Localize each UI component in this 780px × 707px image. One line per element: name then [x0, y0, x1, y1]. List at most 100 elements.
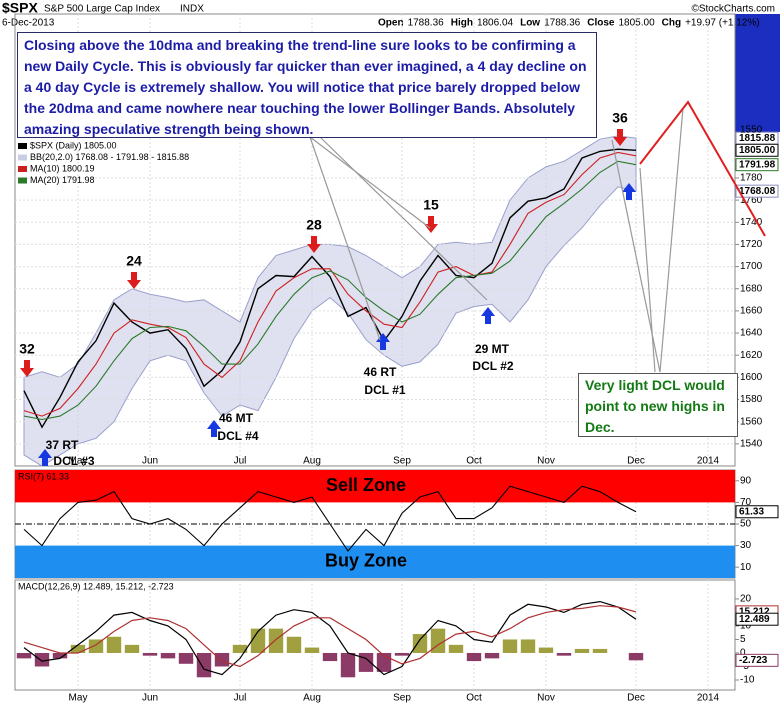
y-tick-label: 0: [740, 648, 746, 659]
histogram-bar: [340, 652, 356, 678]
zone-label: Sell Zone: [326, 475, 406, 495]
pointer-line: [309, 136, 381, 341]
value-tag: [735, 612, 779, 626]
cycle-low-arrow: [207, 420, 221, 437]
legend-label: MA(20) 1791.98: [30, 175, 95, 185]
exchange: INDX: [180, 4, 204, 15]
y-tick-label: 1560: [740, 416, 763, 427]
x-tick-label: Sep: [393, 693, 411, 704]
value-tag-label: 15.212: [739, 607, 770, 618]
histogram-bar: [520, 639, 536, 653]
x-tick-label: Nov: [537, 693, 555, 704]
zone: [15, 470, 735, 503]
y-tick-label: 30: [740, 540, 752, 551]
macd-title: MACD(12,26,9) 12.489, 15.212, -2.723: [18, 581, 174, 591]
y-tick-label: 1640: [740, 328, 763, 339]
x-tick-label: Aug: [303, 693, 321, 704]
quote-value: 1788.36: [408, 18, 445, 29]
cycle-low-label: 46 MT: [219, 411, 254, 425]
value-tag-label: 1768.08: [739, 186, 776, 197]
value-tag: [735, 505, 779, 519]
histogram-bar: [160, 652, 176, 659]
histogram-bar: [448, 644, 464, 653]
zone: [15, 545, 735, 578]
price-line: [23, 148, 637, 429]
legend-swatch: [18, 143, 27, 149]
cycle-top-label: 36: [612, 110, 628, 126]
histogram-bar: [394, 652, 410, 656]
x-tick-label: Jun: [142, 456, 158, 467]
value-tag-label: 61.33: [739, 506, 764, 517]
legend-label: BB(20,2.0) 1768.08 - 1791.98 - 1815.88: [30, 152, 189, 162]
pointer-line: [639, 167, 656, 373]
y-tick-label: 1720: [740, 239, 763, 250]
histogram-bar: [268, 628, 284, 653]
bollinger-band: [23, 135, 637, 467]
value-tag-label: 1791.98: [739, 159, 776, 170]
cycle-top-label: 24: [126, 253, 142, 269]
histogram-bar: [214, 652, 230, 667]
macd-line: [23, 600, 637, 676]
quote-label: Open: [378, 18, 404, 29]
histogram-bar: [196, 652, 212, 678]
value-tag: [735, 653, 779, 667]
histogram-bar: [52, 652, 68, 659]
quote-label: High: [451, 18, 473, 29]
legend-label: $SPX (Daily) 1805.00: [30, 140, 117, 150]
legend-swatch: [18, 177, 27, 184]
cycle-top-arrow: [307, 236, 321, 253]
cycle-low-label: 29 MT: [475, 342, 510, 356]
x-tick-label: May: [69, 456, 88, 467]
cycle-top-label: 15: [423, 197, 439, 213]
x-tick-label: Jul: [234, 456, 247, 467]
value-tag-label: 1815.88: [739, 133, 776, 144]
rsi-line: [23, 485, 637, 552]
histogram-bar: [574, 648, 590, 653]
x-tick-label: Oct: [466, 456, 482, 467]
cycle-low-label: 37 RT: [46, 438, 79, 452]
cycle-top-label: 28: [306, 217, 322, 233]
side-panel: [735, 14, 780, 132]
y-tick-label: 70: [740, 497, 752, 508]
histogram-bar: [70, 644, 86, 653]
histogram-bar: [304, 647, 320, 653]
quote-value: 1805.00: [618, 18, 655, 29]
histogram-bar: [484, 652, 500, 659]
price-line: [23, 151, 637, 417]
y-tick-label: 1660: [740, 306, 763, 317]
panel-frame: [14, 579, 736, 691]
date: 6-Dec-2013: [2, 18, 55, 29]
histogram-bar: [250, 628, 266, 653]
quote-label: Close: [587, 18, 615, 29]
cycle-low-label: DCL #2: [472, 359, 513, 373]
y-tick-label: 1760: [740, 195, 763, 206]
histogram-bar: [592, 648, 608, 653]
histogram-bar: [628, 652, 644, 661]
cycle-top-arrow: [20, 360, 34, 377]
pointer-line: [659, 107, 684, 373]
cycle-top-arrow: [613, 129, 627, 146]
y-tick-label: -10: [740, 675, 755, 686]
x-tick-label: Dec: [627, 456, 645, 467]
x-tick-label: Jul: [234, 693, 247, 704]
legend-swatch: [18, 154, 27, 161]
histogram-bar: [286, 636, 302, 653]
histogram-bar: [232, 644, 248, 653]
stray-axis-label: 1550: [740, 125, 763, 136]
x-tick-label: Dec: [627, 693, 645, 704]
histogram-bar: [538, 647, 554, 653]
projection-line: [639, 100, 766, 237]
cycle-low-arrow: [38, 449, 52, 466]
quote-label: Low: [520, 18, 540, 29]
credit: ©StockCharts.com: [691, 4, 775, 15]
x-tick-label: Oct: [466, 693, 482, 704]
x-tick-label: 2014: [697, 693, 720, 704]
value-tag: [735, 184, 779, 198]
value-tag-label: -2.723: [739, 655, 768, 666]
callout-box: Very light DCL would point to new highs …: [578, 373, 738, 437]
value-tag-label: 12.489: [739, 614, 770, 625]
histogram-bar: [556, 652, 572, 656]
legend-label: MA(10) 1800.19: [30, 163, 95, 173]
y-tick-label: 1780: [740, 173, 763, 184]
